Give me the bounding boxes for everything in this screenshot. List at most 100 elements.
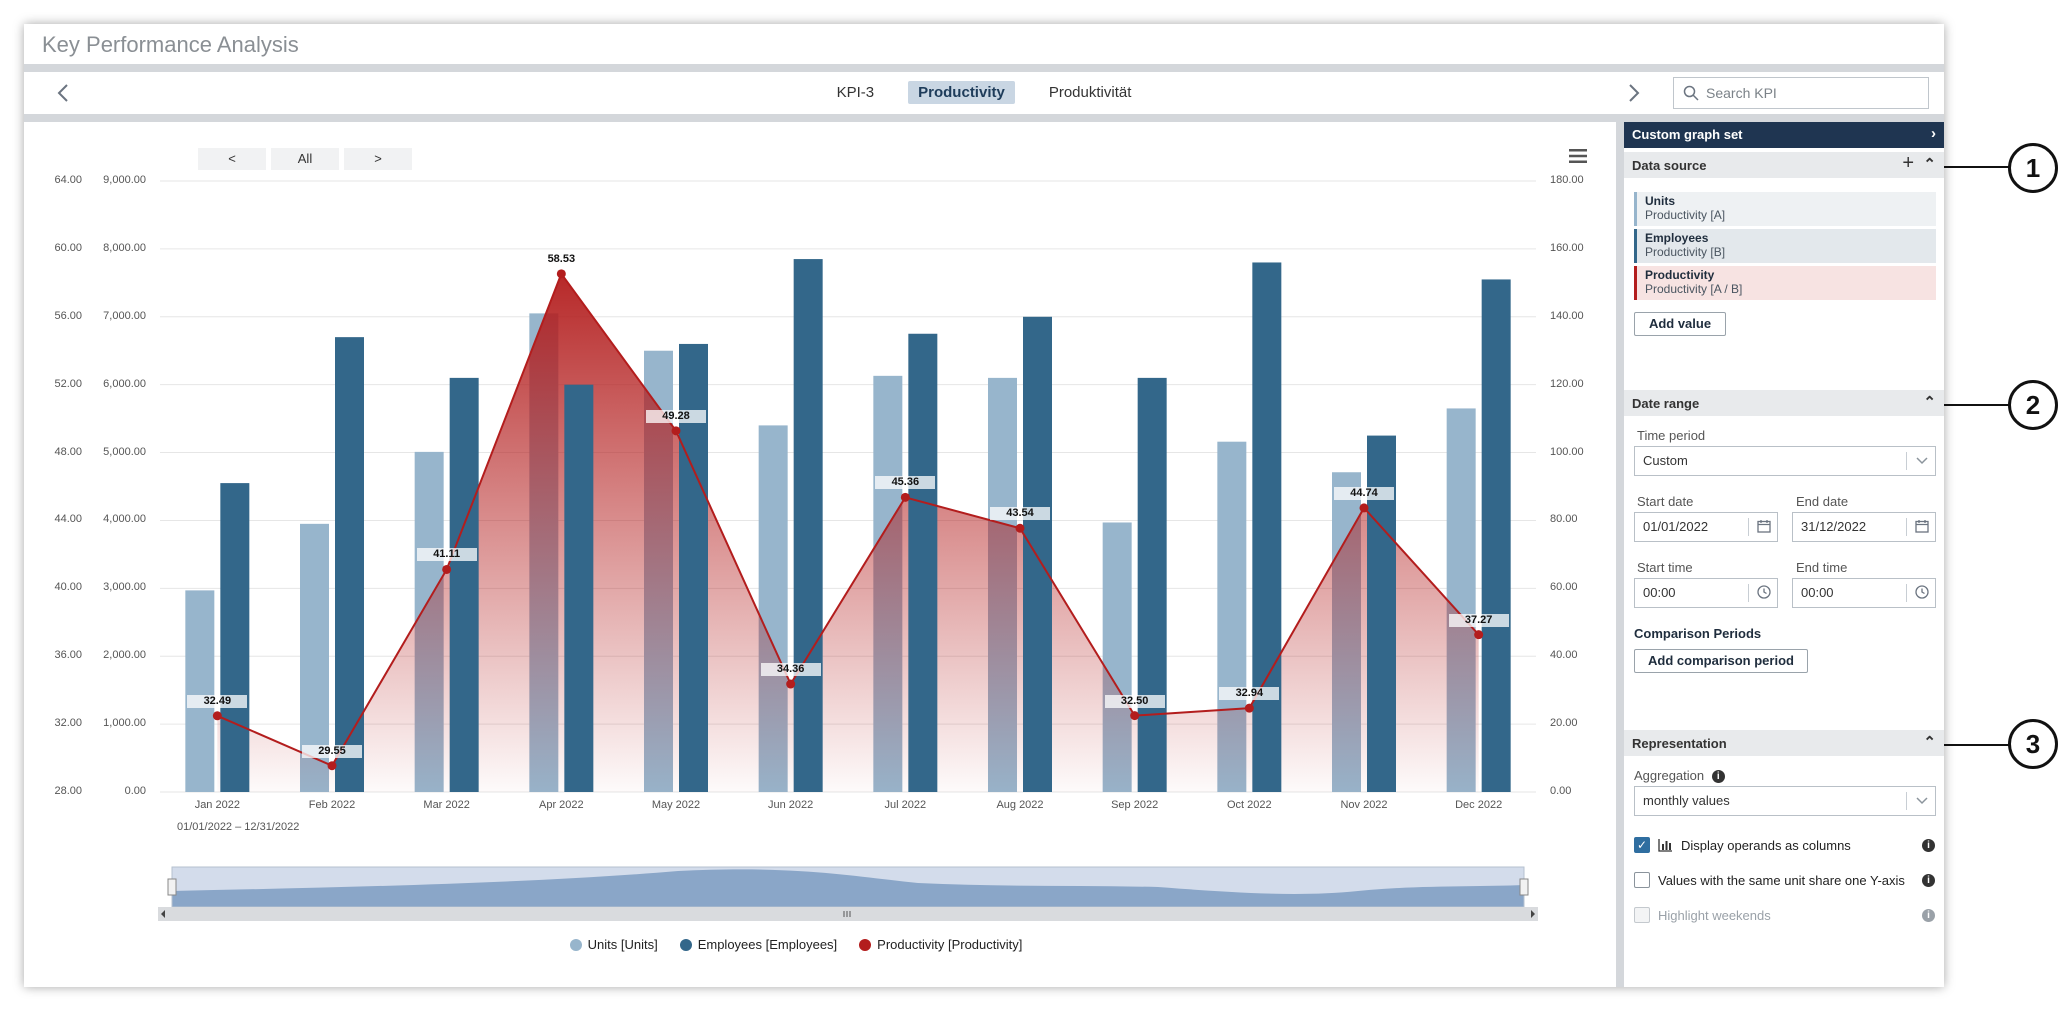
add-comparison-period-button[interactable]: Add comparison period (1634, 649, 1808, 673)
data-source-item[interactable]: Units Productivity [A] (1634, 192, 1936, 226)
field-divider (1748, 584, 1749, 602)
calendar-icon[interactable] (1915, 519, 1929, 533)
field-divider (1906, 518, 1907, 536)
aggregation-select[interactable]: monthly values (1634, 786, 1936, 816)
bar-employees-10[interactable] (1252, 262, 1282, 792)
legend-productivity[interactable]: Productivity [Productivity] (859, 937, 1022, 952)
productivity-point-5[interactable] (671, 426, 681, 436)
next-kpi-button[interactable] (1613, 72, 1655, 114)
start-date-label: Start date (1637, 494, 1694, 509)
bar-employees-4[interactable] (564, 384, 594, 792)
start-time-value: 00:00 (1643, 585, 1676, 600)
previous-kpi-button[interactable] (42, 72, 84, 114)
productivity-point-7[interactable] (900, 492, 910, 502)
bar-chart-icon (1658, 839, 1672, 852)
productivity-point-4[interactable] (556, 269, 566, 279)
y-tick-units: 6,000.00 (103, 377, 146, 390)
legend-employees[interactable]: Employees [Employees] (679, 937, 837, 952)
clock-icon[interactable] (1757, 585, 1771, 599)
productivity-point-9[interactable] (1130, 711, 1140, 721)
data-label-productivity: 58.53 (531, 252, 592, 266)
navigator-scrollbar[interactable] (158, 907, 1538, 921)
legend-units[interactable]: Units [Units] (569, 937, 658, 952)
navigator[interactable] (158, 865, 1538, 923)
bar-employees-7[interactable] (908, 333, 938, 792)
productivity-point-3[interactable] (442, 564, 452, 574)
bar-employees-9[interactable] (1137, 377, 1167, 792)
search-kpi-input[interactable]: Search KPI (1673, 77, 1929, 109)
productivity-point-2[interactable] (327, 761, 337, 771)
data-source-item-formula: Productivity [B] (1645, 245, 1726, 259)
y-tick-employees: 80.00 (1550, 513, 1578, 526)
add-value-button[interactable]: Add value (1634, 312, 1726, 336)
legend-productivity-dot (859, 938, 872, 951)
time-period-select[interactable]: Custom (1634, 446, 1936, 476)
navigator-handle-left[interactable] (167, 878, 177, 896)
bar-employees-3[interactable] (449, 377, 479, 792)
representation-header[interactable]: Representation ⌃ (1624, 730, 1944, 756)
data-source-item[interactable]: Productivity Productivity [A / B] (1634, 266, 1936, 300)
productivity-point-10[interactable] (1244, 703, 1254, 713)
select-divider (1906, 452, 1907, 470)
productivity-point-6[interactable] (786, 679, 796, 689)
chevron-left-icon (57, 84, 68, 102)
data-source-item-name: Units (1645, 194, 1675, 208)
bar-units-1[interactable] (185, 590, 215, 792)
chevron-up-icon[interactable]: ⌃ (1923, 394, 1936, 411)
data-label-productivity: 43.54 (990, 507, 1050, 521)
y-tick-units: 9,000.00 (103, 174, 146, 186)
productivity-point-8[interactable] (1015, 523, 1025, 533)
custom-graph-set-header[interactable]: Custom graph set › (1624, 122, 1944, 148)
tab-produktivitaet[interactable]: Produktivität (1048, 84, 1132, 101)
productivity-point-12[interactable] (1474, 630, 1484, 640)
x-tick-label: Jun 2022 (768, 799, 814, 811)
chevron-up-icon[interactable]: ⌃ (1923, 156, 1936, 173)
checkbox-display-operands[interactable]: ✓ (1634, 837, 1650, 853)
y-tick-productivity: 48.00 (54, 445, 82, 458)
option-highlight-weekends[interactable]: Highlight weekends (1634, 907, 1771, 923)
y-tick-productivity: 60.00 (54, 241, 82, 254)
navigator-handle-right[interactable] (1519, 878, 1529, 896)
tab-productivity[interactable]: Productivity (908, 81, 1015, 104)
add-icon[interactable]: + (1902, 152, 1914, 174)
data-source-item[interactable]: Employees Productivity [B] (1634, 229, 1936, 263)
date-range-header[interactable]: Date range ⌃ (1624, 390, 1944, 416)
menu-icon[interactable] (1569, 148, 1587, 164)
tab-kpi-3[interactable]: KPI-3 (836, 84, 875, 101)
bar-employees-6[interactable] (793, 259, 823, 792)
info-icon[interactable]: i (1922, 874, 1935, 887)
app-title: Key Performance Analysis (42, 32, 299, 57)
range-prev-button[interactable]: < (198, 148, 266, 170)
callout-line-1 (1944, 166, 2010, 168)
range-all-button[interactable]: All (271, 148, 339, 170)
end-date-input[interactable]: 31/12/2022 (1792, 512, 1936, 542)
option-display-operands-columns[interactable]: ✓ Display operands as columns (1634, 837, 1851, 853)
bar-employees-1[interactable] (220, 483, 250, 792)
data-source-header[interactable]: Data source + ⌃ (1624, 152, 1944, 178)
info-icon[interactable]: i (1711, 770, 1725, 784)
y-tick-employees: 60.00 (1550, 581, 1578, 594)
info-icon[interactable]: i (1922, 839, 1935, 852)
start-time-input[interactable]: 00:00 (1634, 578, 1778, 608)
range-next-button[interactable]: > (344, 148, 412, 170)
checkbox-same-unit-axis[interactable] (1634, 872, 1650, 888)
x-tick-label: Dec 2022 (1455, 799, 1503, 811)
end-date-value: 31/12/2022 (1801, 519, 1867, 534)
start-date-input[interactable]: 01/01/2022 (1634, 512, 1778, 542)
calendar-icon[interactable] (1757, 519, 1771, 533)
checkbox-highlight-weekends[interactable] (1634, 907, 1650, 923)
data-source-item-formula: Productivity [A / B] (1645, 282, 1743, 296)
productivity-point-1[interactable] (212, 711, 222, 721)
bar-employees-2[interactable] (335, 337, 364, 792)
productivity-point-11[interactable] (1359, 503, 1369, 513)
chevron-up-icon[interactable]: ⌃ (1923, 734, 1936, 751)
end-time-input[interactable]: 00:00 (1792, 578, 1936, 608)
bar-employees-8[interactable] (1023, 316, 1052, 792)
time-period-label: Time period (1637, 428, 1706, 443)
clock-icon[interactable] (1915, 585, 1929, 599)
aggregation-value: monthly values (1643, 793, 1730, 808)
bar-employees-12[interactable] (1481, 279, 1511, 792)
info-icon[interactable]: i (1922, 909, 1935, 922)
option-same-unit-axis[interactable]: Values with the same unit share one Y-ax… (1634, 872, 1905, 888)
data-label-productivity: 29.55 (302, 744, 362, 758)
